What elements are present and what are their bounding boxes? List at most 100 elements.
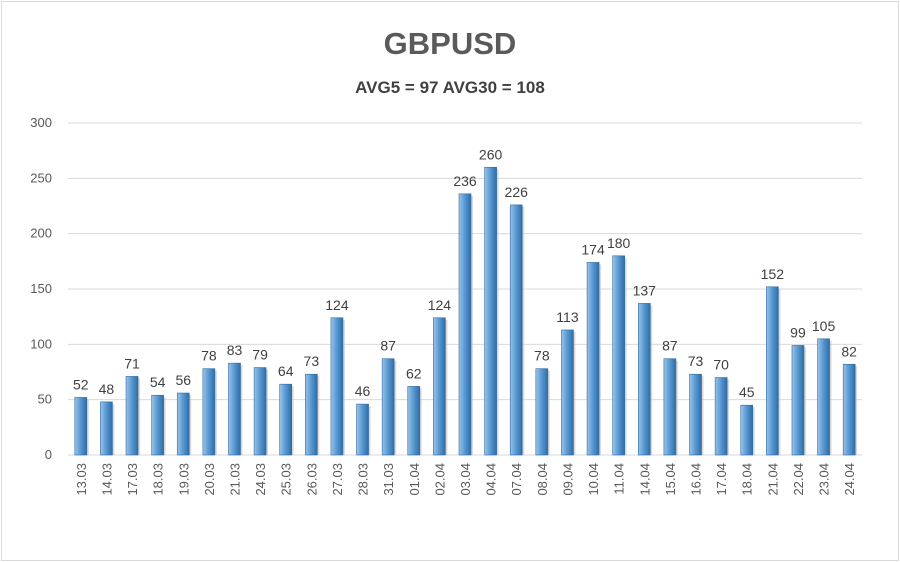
bar (612, 255, 625, 456)
data-label: 113 (556, 309, 579, 325)
x-tick-label: 23.04 (817, 463, 832, 496)
bar (842, 363, 856, 456)
y-tick-label: 0 (45, 447, 52, 462)
bar (458, 193, 472, 456)
bars (74, 166, 858, 456)
bar (637, 303, 651, 456)
bar (100, 401, 113, 456)
x-tick-label: 08.04 (535, 463, 550, 496)
x-tick-label: 21.03 (227, 463, 242, 496)
data-label: 152 (761, 266, 785, 282)
x-tick-label: 28.03 (356, 463, 371, 496)
bar (791, 345, 805, 456)
bar (305, 373, 318, 456)
data-label: 56 (175, 372, 191, 388)
bar (535, 368, 549, 456)
bar (817, 338, 830, 456)
x-tick-label: 17.03 (125, 463, 140, 496)
data-label: 137 (633, 282, 657, 298)
bar (151, 394, 164, 456)
bar (484, 166, 497, 456)
x-tick-label: 20.03 (202, 463, 217, 496)
data-label: 46 (355, 383, 371, 399)
data-label: 124 (325, 297, 349, 313)
data-label: 70 (713, 357, 729, 373)
data-label: 87 (662, 338, 678, 354)
x-tick-label: 07.04 (509, 463, 524, 496)
bar (663, 358, 677, 456)
x-tick-label: 04.04 (484, 463, 499, 496)
data-label: 174 (581, 241, 605, 257)
bar (689, 373, 702, 456)
data-label: 64 (278, 363, 294, 379)
data-label: 83 (227, 342, 243, 358)
x-axis-ticks: 13.03 14.03 17.03 18.03 19.03 20.03 21.03 24.03… (74, 463, 857, 496)
x-tick-label: 02.04 (432, 463, 447, 496)
bar (330, 317, 344, 456)
data-label: 82 (841, 343, 857, 359)
bar (228, 362, 241, 456)
x-tick-label: 09.04 (560, 463, 575, 496)
x-tick-label: 18.03 (151, 463, 166, 496)
bar (279, 383, 293, 456)
x-tick-label: 27.03 (330, 463, 345, 496)
data-label: 52 (73, 376, 89, 392)
data-label: 54 (150, 374, 166, 390)
y-tick-label: 50 (38, 392, 52, 407)
y-tick-label: 100 (30, 336, 52, 351)
x-tick-label: 17.04 (714, 463, 729, 496)
x-tick-label: 14.04 (637, 463, 652, 496)
x-tick-label: 13.03 (74, 463, 89, 496)
data-label: 78 (201, 348, 217, 364)
data-label: 78 (534, 348, 550, 364)
bar (381, 358, 395, 456)
data-label: 124 (428, 297, 452, 313)
x-tick-label: 24.04 (842, 463, 857, 496)
x-tick-label: 15.04 (663, 463, 678, 496)
data-label: 62 (406, 365, 422, 381)
x-tick-label: 10.04 (586, 463, 601, 496)
y-axis-ticks: 0 50 100 150 200 250 300 (30, 115, 52, 462)
x-tick-label: 24.03 (253, 463, 268, 496)
y-tick-label: 200 (30, 226, 52, 241)
data-label: 73 (304, 353, 320, 369)
data-label: 180 (607, 235, 631, 251)
data-label: 87 (380, 338, 396, 354)
data-label: 45 (739, 384, 755, 400)
bar (433, 317, 446, 456)
x-tick-label: 21.04 (765, 463, 780, 496)
data-label: 79 (252, 347, 268, 363)
x-tick-label: 26.03 (304, 463, 319, 496)
bar (586, 262, 600, 456)
data-label: 236 (453, 173, 477, 189)
bar (253, 367, 267, 456)
bar (202, 368, 216, 456)
y-tick-label: 300 (30, 115, 52, 130)
x-tick-label: 16.04 (689, 463, 704, 496)
x-tick-label: 22.04 (791, 463, 806, 496)
bar (766, 286, 779, 456)
bar (740, 404, 754, 456)
x-tick-label: 31.03 (381, 463, 396, 496)
y-tick-label: 150 (30, 281, 52, 296)
data-label: 105 (812, 318, 836, 334)
x-tick-label: 01.04 (407, 463, 422, 496)
data-label: 226 (505, 184, 529, 200)
bar (74, 397, 88, 456)
data-label: 99 (790, 324, 806, 340)
bar (407, 386, 421, 456)
bar (176, 392, 190, 456)
data-label: 73 (688, 353, 704, 369)
x-tick-label: 18.04 (740, 463, 755, 496)
bar (125, 376, 139, 456)
bar (509, 204, 523, 456)
data-label: 71 (124, 355, 140, 371)
y-tick-label: 250 (30, 170, 52, 185)
x-tick-label: 14.03 (99, 463, 114, 496)
data-label: 48 (99, 381, 115, 397)
x-tick-label: 03.04 (458, 463, 473, 496)
x-tick-label: 11.04 (612, 463, 627, 495)
